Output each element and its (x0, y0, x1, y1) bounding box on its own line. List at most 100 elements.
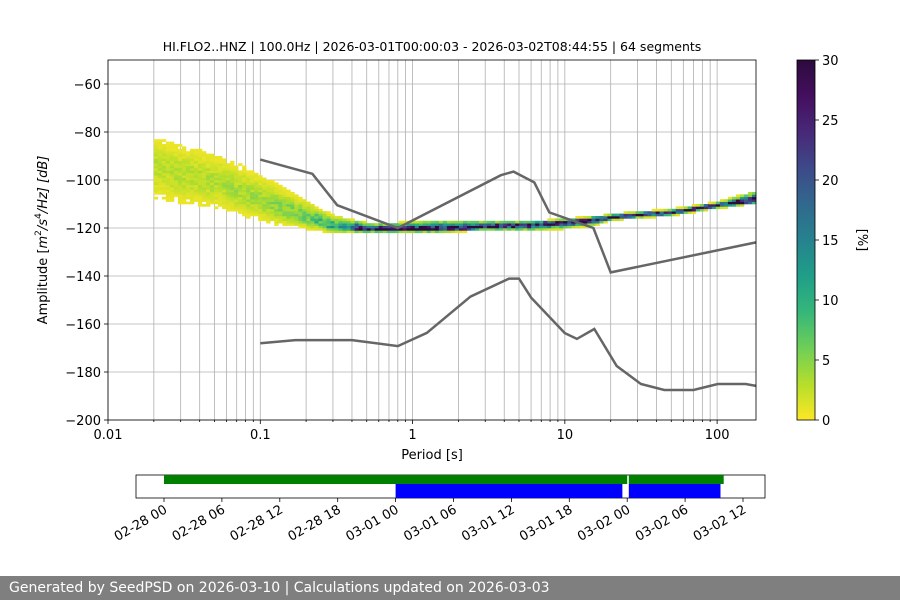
pdf-cell (691, 211, 697, 214)
pdf-cell (378, 230, 383, 234)
pdf-cell (639, 216, 644, 219)
pdf-cell (298, 216, 303, 219)
pdf-cell (318, 223, 323, 226)
pdf-cell (165, 156, 171, 159)
pdf-cell (254, 206, 259, 210)
pdf-cell (185, 153, 191, 157)
pdf-cell (278, 187, 283, 190)
availability-segment (628, 484, 721, 498)
pdf-cell (214, 156, 219, 159)
pdf-cell (222, 168, 227, 171)
pdf-cell (197, 196, 203, 200)
pdf-cell (310, 216, 315, 219)
pdf-cell (358, 230, 363, 234)
pdf-cell (258, 194, 263, 198)
pdf-cell (282, 187, 287, 190)
pdf-cell (238, 206, 243, 210)
pdf-cell (189, 160, 195, 164)
pdf-cell (165, 184, 171, 188)
pdf-cell (342, 228, 347, 231)
pdf-cell (173, 165, 179, 169)
pdf-cell (222, 160, 227, 164)
pdf-cell (539, 228, 544, 231)
pdf-cell (523, 223, 528, 226)
pdf-cell (238, 180, 243, 183)
pdf-cell (607, 213, 612, 217)
pdf-cell (527, 223, 532, 226)
pdf-cell (169, 172, 175, 176)
pdf-cell (161, 189, 167, 193)
pdf-cell (202, 189, 207, 193)
pdf-cell (181, 180, 187, 183)
pdf-cell (218, 196, 223, 200)
pdf-cell (169, 175, 175, 178)
pdf-cell (165, 182, 171, 186)
y-axis: −200 −180 −160 −140 −120 −100 −80 −60 (65, 78, 108, 429)
pdf-cell (153, 144, 159, 147)
pdf-cell (181, 201, 187, 205)
pdf-cell (326, 220, 331, 224)
pdf-cell (739, 201, 745, 205)
pdf-cell (242, 168, 247, 171)
pdf-cell (206, 204, 211, 207)
pdf-cell (342, 230, 347, 234)
pdf-cell (671, 211, 677, 214)
pdf-cell (153, 182, 159, 186)
pdf-cell (197, 180, 203, 183)
pdf-cell (278, 206, 283, 210)
pdf-cell (314, 218, 319, 222)
pdf-cell (165, 180, 171, 183)
pdf-cell (157, 163, 163, 166)
pdf-cell (499, 228, 504, 231)
pdf-cell (218, 201, 223, 205)
pdf-cell (202, 163, 207, 166)
pdf-cell (185, 180, 191, 183)
pdf-cell (197, 204, 203, 207)
pdf-cell (274, 220, 279, 224)
pdf-cell (230, 172, 235, 176)
pdf-cell (185, 194, 191, 198)
pdf-cell (479, 228, 484, 231)
pdf-cell (189, 194, 195, 198)
pdf-cell (234, 175, 239, 178)
pdf-cell (691, 206, 697, 210)
pdf-cell (727, 199, 733, 202)
pdf-cell (242, 177, 247, 181)
pdf-cell (483, 225, 488, 229)
pdf-cell (230, 187, 235, 190)
pdf-cell (222, 165, 227, 169)
pdf-cell (278, 204, 283, 207)
pdf-cell (242, 204, 247, 207)
pdf-cell (238, 187, 243, 190)
pdf-cell (635, 213, 640, 217)
pdf-cell (418, 228, 424, 231)
pdf-cell (707, 206, 713, 210)
pdf-cell (551, 228, 556, 231)
pdf-cell (450, 220, 456, 224)
pdf-cell (286, 220, 291, 224)
pdf-cell (499, 220, 504, 224)
pdf-cell (446, 230, 452, 234)
pdf-cell (242, 180, 247, 183)
pdf-cell (266, 189, 271, 193)
pdf-cell (238, 194, 243, 198)
pdf-cell (687, 206, 693, 210)
x-tick-label: 100 (705, 428, 730, 443)
pdf-cell (214, 165, 219, 169)
pdf-cell (458, 230, 464, 234)
pdf-cell (189, 192, 195, 195)
pdf-cell (747, 194, 753, 198)
pdf-cell (442, 228, 448, 231)
pdf-cell (442, 220, 448, 224)
pdf-cell (169, 156, 175, 159)
pdf-cell (246, 192, 251, 195)
pdf-cell (579, 220, 584, 224)
pdf-cell (238, 208, 243, 212)
pdf-cell (458, 225, 464, 229)
pdf-cell (410, 223, 416, 226)
pdf-cell (374, 230, 379, 234)
pdf-cell (298, 204, 303, 207)
pdf-cell (206, 172, 211, 176)
pdf-cell (250, 175, 255, 178)
pdf-cell (282, 208, 287, 212)
